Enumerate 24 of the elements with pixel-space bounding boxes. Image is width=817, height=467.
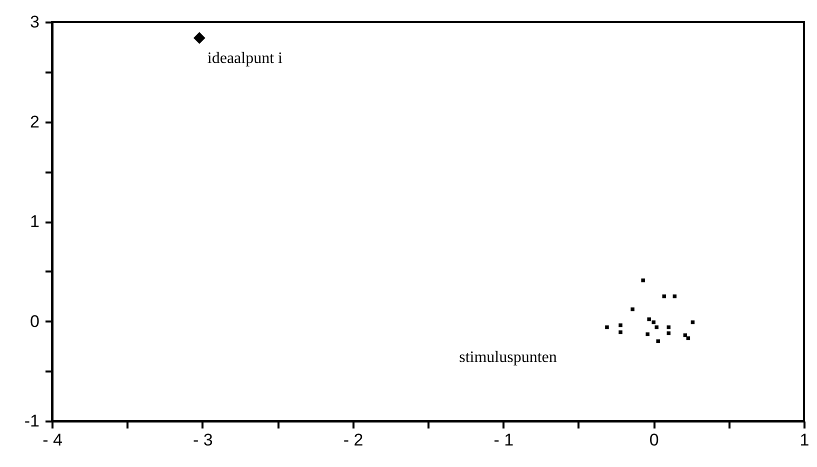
y-tick-label: 1 (30, 212, 40, 231)
y-tick-label: 2 (30, 112, 40, 132)
y-tick-label: 3 (30, 12, 40, 32)
point (193, 32, 206, 44)
point (618, 330, 622, 334)
point (656, 339, 660, 344)
x-tick-label: - 3 (192, 430, 213, 450)
annotation: stimuluspunten (459, 349, 557, 366)
x-tick-label: - 4 (42, 430, 62, 450)
x-tick-label: 1 (800, 430, 810, 450)
point (641, 278, 645, 282)
point (654, 325, 658, 330)
point (652, 320, 656, 324)
y-tick-label: -1 (24, 412, 40, 430)
x-tick-label: 0 (649, 430, 659, 450)
annotation: ideaalpunt i (207, 50, 284, 67)
point (647, 317, 651, 322)
point (630, 307, 634, 312)
point (618, 323, 622, 328)
point (646, 332, 650, 336)
point (605, 325, 609, 330)
x-tick-label: - 1 (494, 430, 514, 450)
y-tick-label: 0 (30, 312, 40, 331)
x-tick-label: - 2 (343, 430, 364, 450)
